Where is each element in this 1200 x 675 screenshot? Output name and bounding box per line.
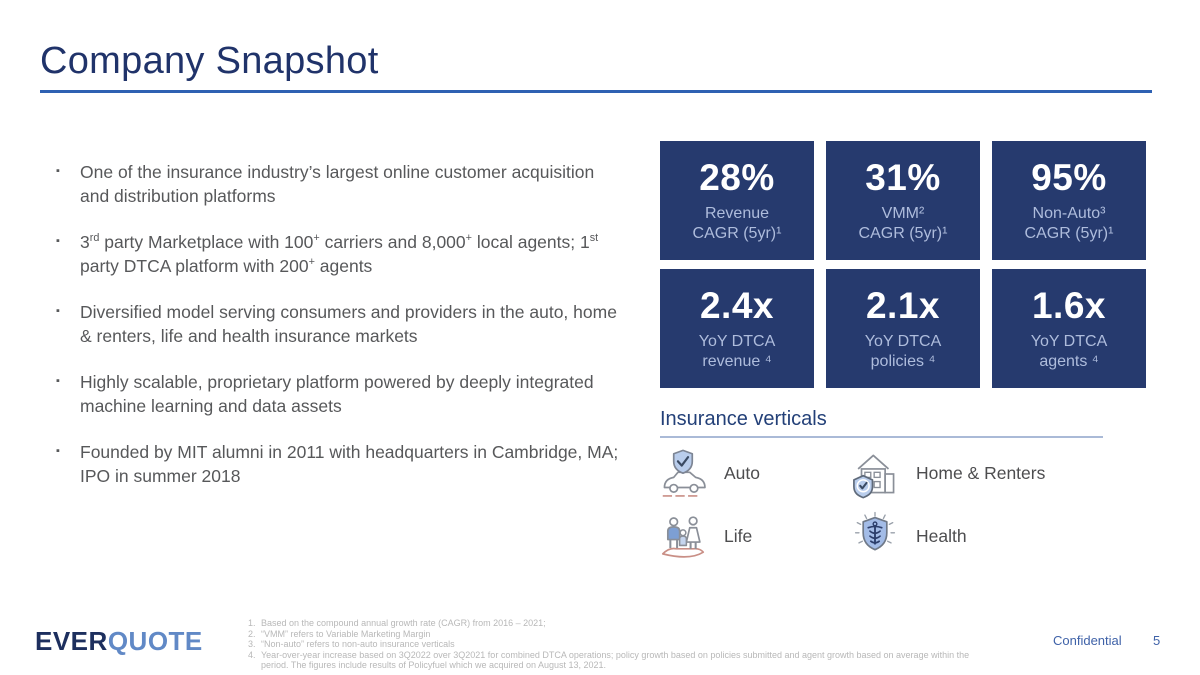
stat-box-nonauto-cagr: 95% Non-Auto³ CAGR (5yr)¹ xyxy=(992,141,1146,260)
stat-label: YoY DTCA agents ⁴ xyxy=(1031,332,1107,372)
bullet-text: Founded by MIT alumni in 2011 with headq… xyxy=(80,442,619,486)
text-fragment: party DTCA platform with 200 xyxy=(80,256,309,276)
stat-box-vmm-cagr: 31% VMM² CAGR (5yr)¹ xyxy=(826,141,980,260)
text-fragment: rd xyxy=(89,232,100,245)
text-fragment: party Marketplace with 100 xyxy=(99,232,314,252)
vertical-item-auto: Auto xyxy=(656,447,848,501)
footnote-text: Year-over-year increase based on 3Q2022 … xyxy=(261,649,970,671)
bullet-text: One of the insurance industry’s largest … xyxy=(80,162,595,206)
stat-label-line: CAGR (5yr)¹ xyxy=(692,225,782,242)
bullet-text: Diversified model serving consumers and … xyxy=(80,302,617,346)
page-title: Company Snapshot xyxy=(40,40,379,82)
stat-label: YoY DTCA policies ⁴ xyxy=(865,332,941,372)
bullet-marker-icon: ▪ xyxy=(56,375,60,387)
bullet-marker-icon: ▪ xyxy=(56,235,60,247)
stat-label-line: YoY DTCA xyxy=(864,333,942,350)
vertical-item-home-renters: Home & Renters xyxy=(848,447,1098,501)
stat-value: 2.4x xyxy=(699,285,774,326)
bullet-marker-icon: ▪ xyxy=(56,445,60,457)
verticals-grid: Auto Home & Renters xyxy=(656,442,1098,568)
stat-label-line: agents ⁴ xyxy=(1039,353,1099,370)
footnotes: 1. Based on the compound annual growth r… xyxy=(248,618,990,671)
stat-value: 2.1x xyxy=(865,285,940,326)
text-fragment: local agents; 1 xyxy=(472,232,590,252)
footnote-item: 1. Based on the compound annual growth r… xyxy=(248,618,990,629)
stat-box-yoy-revenue: 2.4x YoY DTCA revenue ⁴ xyxy=(660,269,814,388)
bullet-item: ▪ 3rd party Marketplace with 100+ carrie… xyxy=(56,230,626,278)
everquote-logo: EVERQUOTE xyxy=(35,626,203,657)
stat-label-line: YoY DTCA xyxy=(698,333,776,350)
stat-box-yoy-agents: 1.6x YoY DTCA agents ⁴ xyxy=(992,269,1146,388)
bullet-list: ▪ One of the insurance industry’s larges… xyxy=(56,160,626,510)
text-fragment: + xyxy=(465,232,472,245)
stat-value: 95% xyxy=(1031,157,1107,198)
home-insurance-icon xyxy=(848,447,902,501)
stat-box-yoy-policies: 2.1x YoY DTCA policies ⁴ xyxy=(826,269,980,388)
stat-value: 1.6x xyxy=(1031,285,1106,326)
text-fragment: + xyxy=(313,232,320,245)
stat-value: 28% xyxy=(699,157,775,198)
text-fragment: 3 xyxy=(80,232,90,252)
insurance-verticals-heading: Insurance verticals xyxy=(660,408,827,430)
footnote-item: 2. “VMM” refers to Variable Marketing Ma… xyxy=(248,629,990,640)
vertical-label: Health xyxy=(916,526,967,546)
verticals-underline xyxy=(660,436,1103,438)
footnote-number: 4. xyxy=(248,649,256,660)
page-number: 5 xyxy=(1153,633,1161,648)
stat-label-line: revenue ⁴ xyxy=(702,353,772,370)
vertical-item-life: Life xyxy=(656,510,848,564)
stat-box-revenue-cagr: 28% Revenue CAGR (5yr)¹ xyxy=(660,141,814,260)
bullet-text: Highly scalable, proprietary platform po… xyxy=(80,372,594,416)
footnote-number: 3. xyxy=(248,639,256,649)
logo-text-ever: EVER xyxy=(35,626,108,656)
stat-label-line: Revenue xyxy=(704,205,770,222)
vertical-item-health: Health xyxy=(848,510,1098,564)
confidential-label: Confidential xyxy=(1053,633,1122,648)
vertical-label: Home & Renters xyxy=(916,463,1046,483)
bullet-item: ▪ Diversified model serving consumers an… xyxy=(56,300,626,348)
stat-label-line: Non-Auto³ xyxy=(1032,205,1106,222)
bullet-marker-icon: ▪ xyxy=(56,305,60,317)
text-fragment: agents xyxy=(314,256,373,276)
bullet-item: ▪ Highly scalable, proprietary platform … xyxy=(56,370,626,418)
life-insurance-icon xyxy=(656,510,710,564)
stat-value: 31% xyxy=(865,157,941,198)
bullet-item: ▪ One of the insurance industry’s larges… xyxy=(56,160,626,208)
footnote-item: 3. “Non-auto” refers to non-auto insuran… xyxy=(248,639,990,650)
footnote-number: 2. xyxy=(248,628,256,639)
text-fragment: st xyxy=(589,232,599,245)
logo-text-quote: QUOTE xyxy=(107,626,203,656)
footnote-number: 1. xyxy=(248,618,256,628)
bullet-text: 3rd party Marketplace with 100+ carriers… xyxy=(80,230,626,278)
footnote-text: “Non-auto” refers to non-auto insurance … xyxy=(261,639,455,649)
text-fragment: carriers and 8,000 xyxy=(319,232,466,252)
stats-grid: 28% Revenue CAGR (5yr)¹ 31% VMM² CAGR (5… xyxy=(660,141,1146,388)
auto-insurance-icon xyxy=(656,447,710,501)
stat-label-line: CAGR (5yr)¹ xyxy=(858,225,948,242)
stat-label-line: CAGR (5yr)¹ xyxy=(1024,225,1114,242)
stat-label: VMM² CAGR (5yr)¹ xyxy=(859,204,948,244)
footnote-text: Based on the compound annual growth rate… xyxy=(261,618,546,628)
footnote-text: “VMM” refers to Variable Marketing Margi… xyxy=(261,628,431,639)
stat-label-line: VMM² xyxy=(881,205,925,222)
footnote-item: 4. Year-over-year increase based on 3Q20… xyxy=(248,650,990,671)
vertical-label: Auto xyxy=(724,463,760,483)
vertical-label: Life xyxy=(724,526,753,546)
stat-label-line: YoY DTCA xyxy=(1030,333,1108,350)
health-insurance-icon xyxy=(848,510,902,564)
stat-label: Revenue CAGR (5yr)¹ xyxy=(693,204,782,244)
stat-label: Non-Auto³ CAGR (5yr)¹ xyxy=(1025,204,1114,244)
stat-label-line: policies ⁴ xyxy=(870,353,936,370)
title-underline xyxy=(40,90,1152,93)
bullet-item: ▪ Founded by MIT alumni in 2011 with hea… xyxy=(56,440,626,488)
text-fragment: + xyxy=(308,256,315,269)
bullet-marker-icon: ▪ xyxy=(56,165,60,177)
stat-label: YoY DTCA revenue ⁴ xyxy=(699,332,775,372)
